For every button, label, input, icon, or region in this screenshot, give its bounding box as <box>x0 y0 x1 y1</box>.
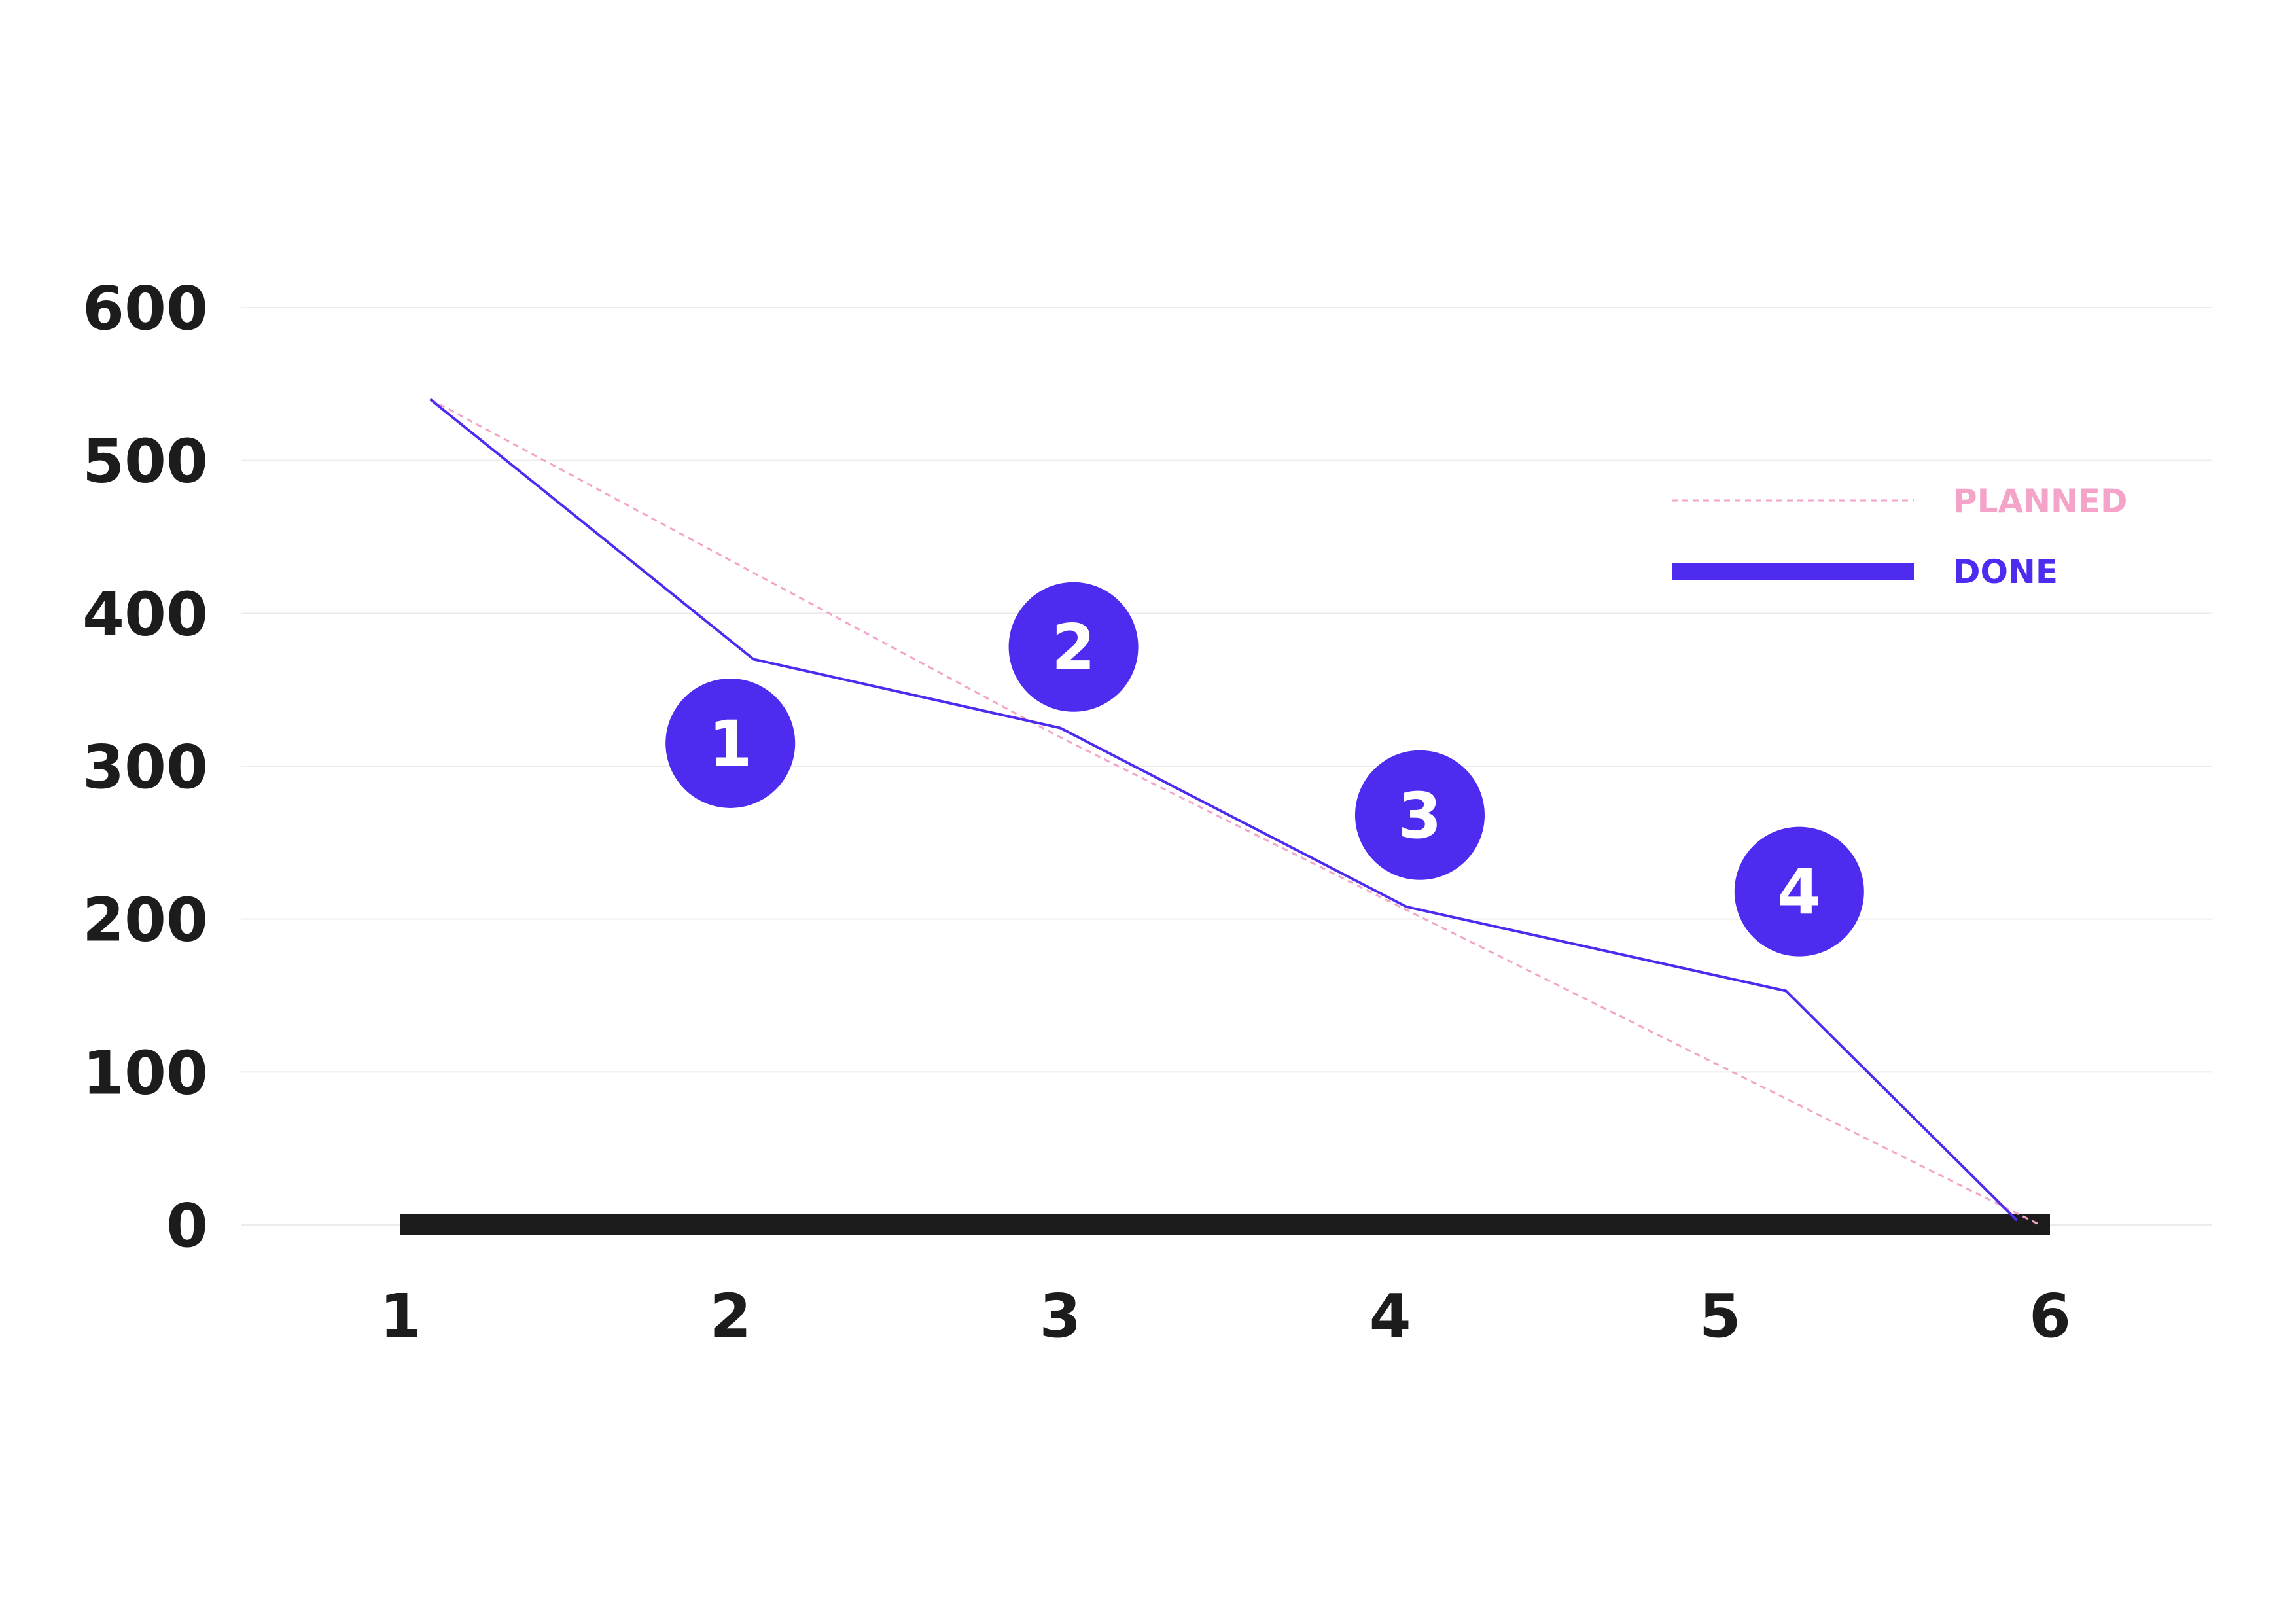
milestone-marker-2: 2 <box>1008 582 1139 712</box>
x-tick-label: 6 <box>2029 1281 2071 1351</box>
legend-label-done: DONE <box>1953 553 2058 591</box>
x-tick-label: 3 <box>1039 1281 1081 1351</box>
x-tick-label: 5 <box>1699 1281 1741 1351</box>
x-axis-baseline <box>400 1214 2050 1235</box>
milestone-markers: 1 2 3 4 <box>665 582 1864 957</box>
milestone-marker-1: 1 <box>665 678 796 808</box>
milestone-circle <box>1354 750 1485 880</box>
legend-swatch-done <box>1672 563 1914 580</box>
series-line-done <box>429 398 2018 1222</box>
legend: PLANNED DONE <box>1672 482 2128 591</box>
milestone-number: 3 <box>1398 779 1442 853</box>
y-tick-label: 600 <box>82 274 208 344</box>
legend-label-planned: PLANNED <box>1953 482 2128 520</box>
x-tick-label: 2 <box>709 1281 751 1351</box>
y-tick-label: 100 <box>82 1038 208 1108</box>
x-tick-label: 4 <box>1369 1281 1411 1351</box>
milestone-number: 1 <box>709 707 752 781</box>
milestone-number: 4 <box>1777 856 1821 929</box>
y-tick-label: 400 <box>82 579 208 649</box>
milestone-circle <box>1008 582 1139 712</box>
milestone-marker-4: 4 <box>1734 826 1864 957</box>
y-tick-label: 500 <box>82 427 208 497</box>
series-line-planned <box>429 398 2041 1226</box>
x-axis-ticks: 1 2 3 4 5 6 <box>380 1281 2071 1351</box>
x-tick-label: 1 <box>380 1281 421 1351</box>
y-tick-label: 200 <box>82 885 208 955</box>
series-lines <box>429 398 2041 1226</box>
milestone-circle <box>1734 826 1864 957</box>
milestone-number: 2 <box>1051 611 1095 684</box>
milestone-circle <box>665 678 796 808</box>
y-tick-label: 300 <box>82 732 208 802</box>
y-tick-label: 0 <box>166 1191 208 1261</box>
milestone-marker-3: 3 <box>1354 750 1485 880</box>
y-axis-ticks: 0 100 200 300 400 500 600 <box>82 274 208 1261</box>
grid-lines <box>241 307 2212 1226</box>
